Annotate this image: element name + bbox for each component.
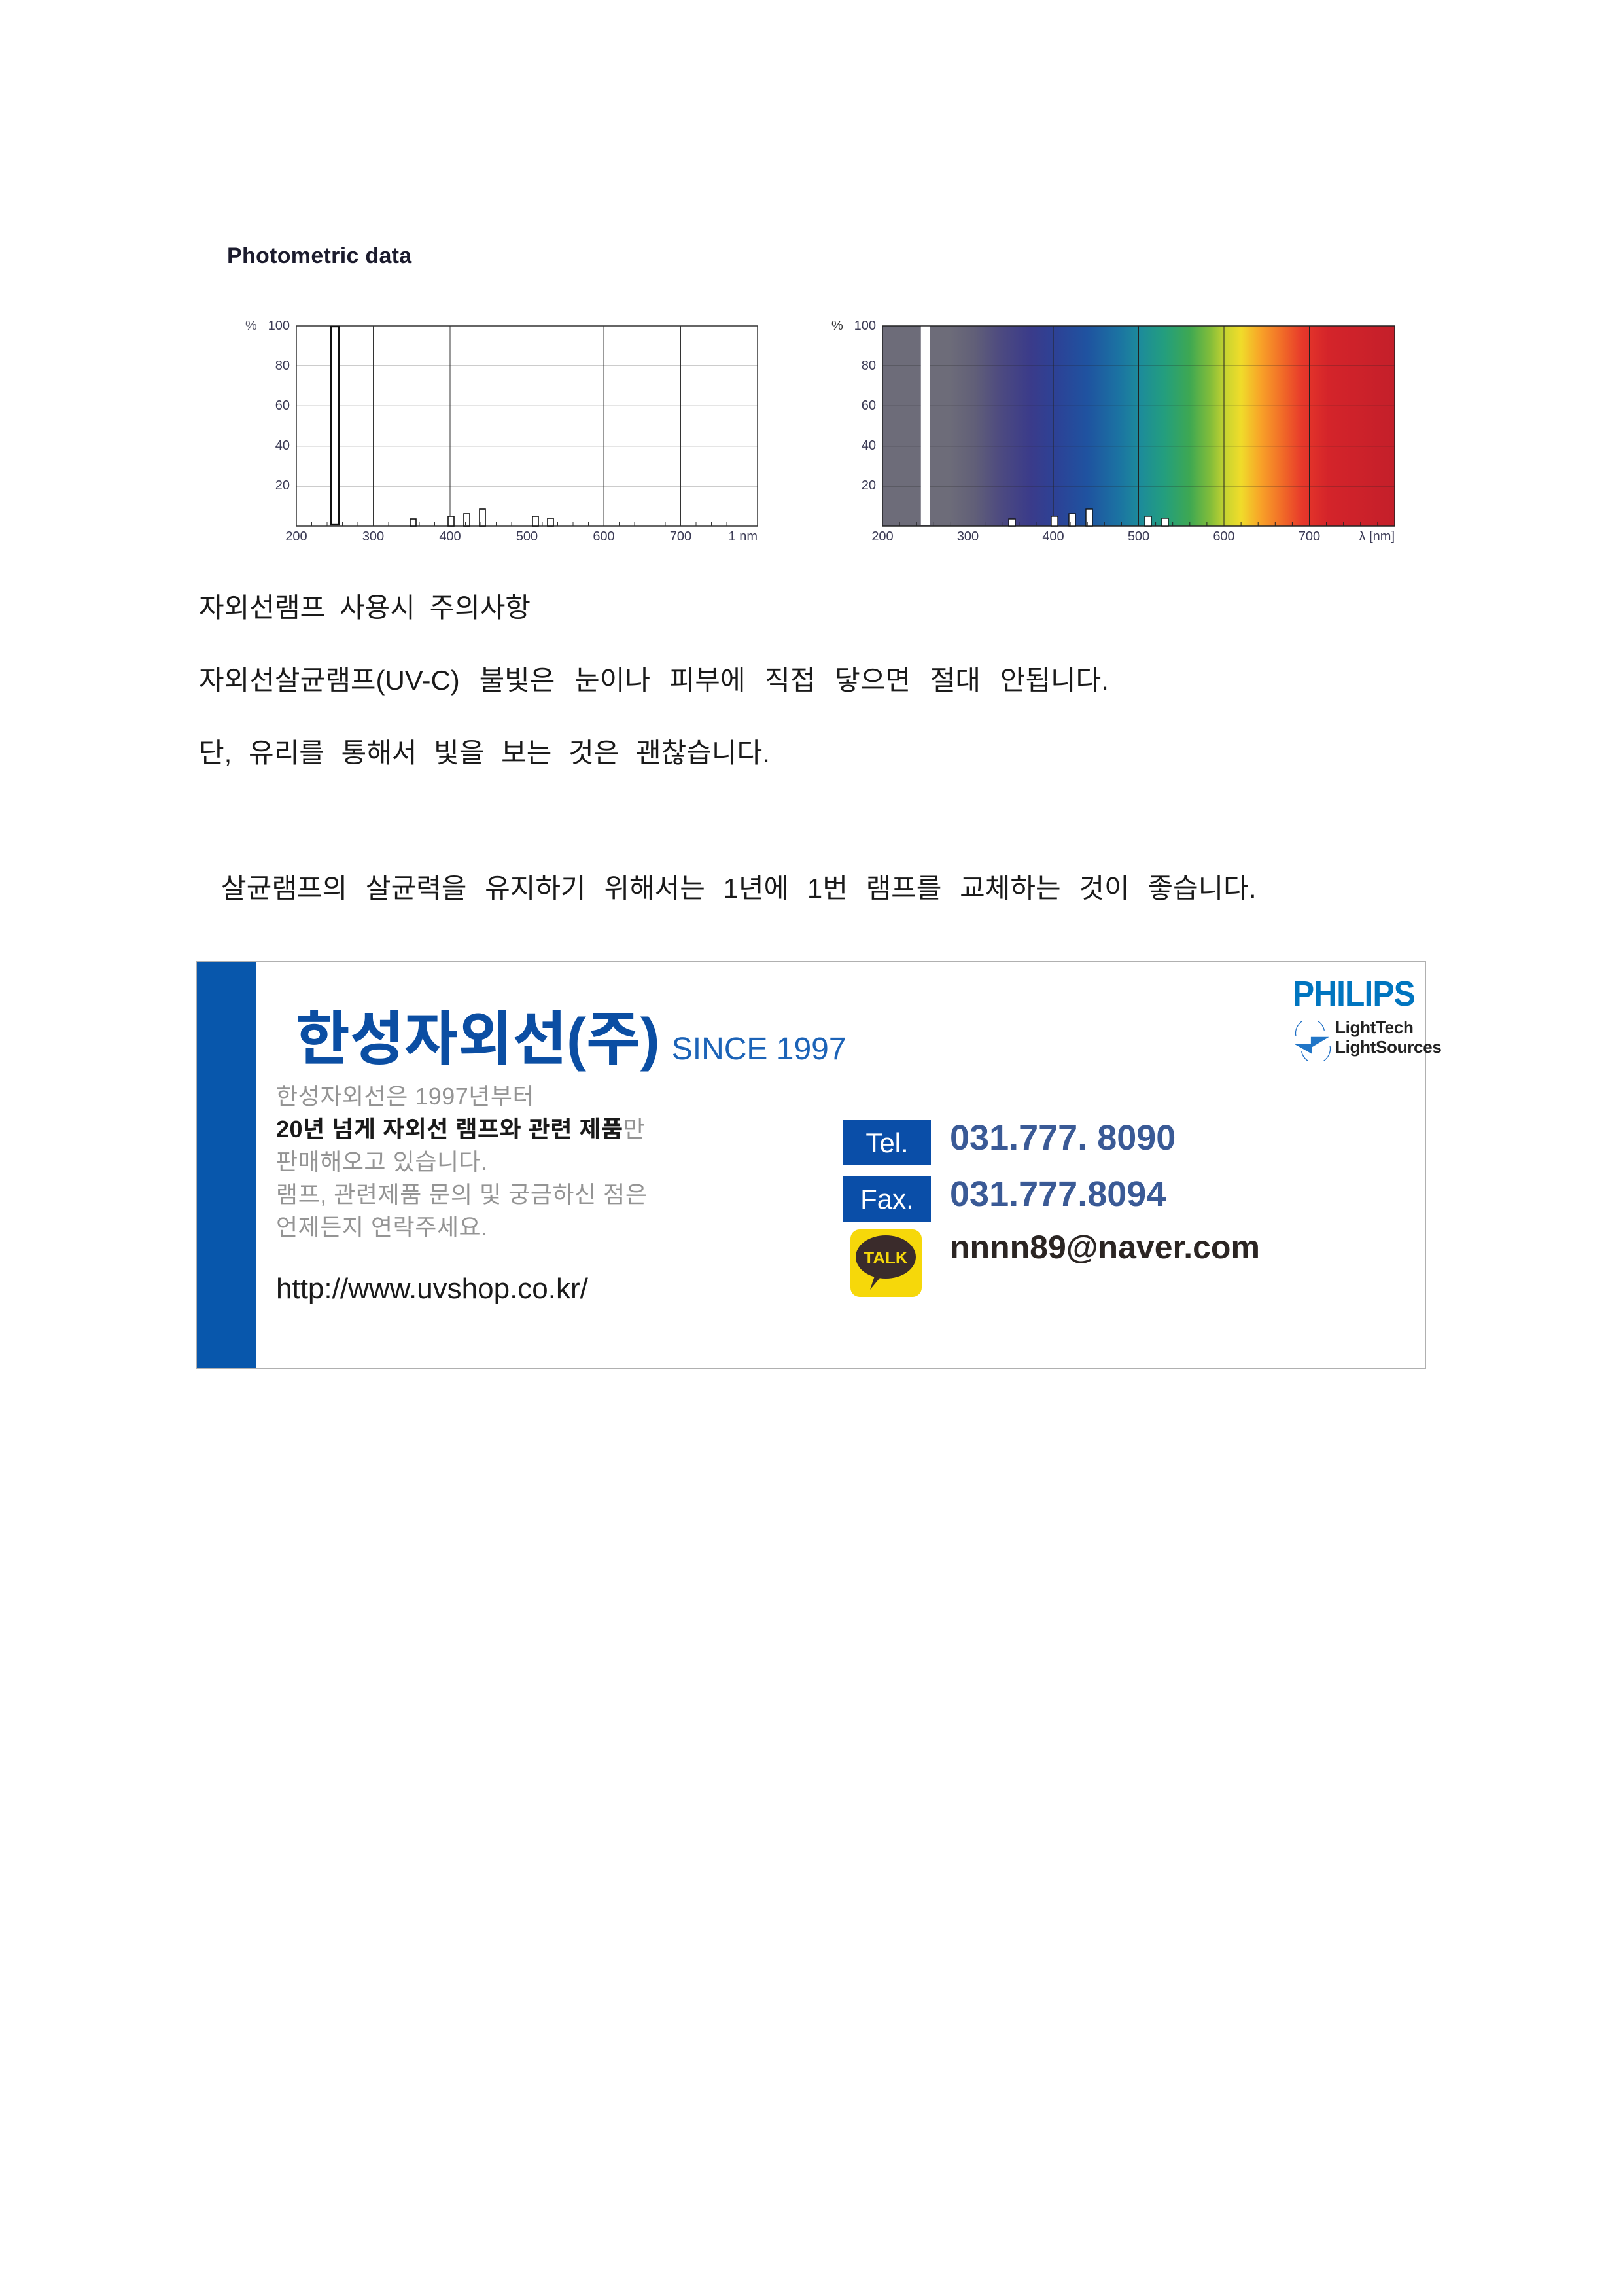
svg-text:400: 400: [439, 529, 461, 544]
svg-text:80: 80: [862, 359, 876, 373]
svg-text:500: 500: [516, 529, 538, 544]
svg-text:λ [nm]: λ [nm]: [1359, 529, 1395, 544]
svg-text:60: 60: [275, 398, 290, 413]
svg-text:700: 700: [1299, 529, 1320, 544]
svg-text:%: %: [831, 319, 843, 333]
svg-text:200: 200: [285, 529, 307, 544]
svg-text:40: 40: [275, 438, 290, 453]
svg-text:80: 80: [275, 359, 290, 373]
svg-text:700: 700: [670, 529, 691, 544]
svg-text:300: 300: [362, 529, 384, 544]
svg-text:20: 20: [862, 478, 876, 493]
svg-text:TALK: TALK: [864, 1248, 908, 1267]
svg-text:20: 20: [275, 478, 290, 493]
svg-text:%: %: [245, 319, 257, 333]
svg-text:600: 600: [1213, 529, 1234, 544]
svg-text:200: 200: [871, 529, 893, 544]
svg-text:600: 600: [593, 529, 614, 544]
svg-text:40: 40: [862, 438, 876, 453]
svg-text:100: 100: [854, 319, 876, 333]
svg-text:1 nm: 1 nm: [729, 529, 758, 544]
svg-text:100: 100: [268, 319, 290, 333]
svg-text:60: 60: [862, 398, 876, 413]
svg-text:300: 300: [957, 529, 979, 544]
svg-text:500: 500: [1128, 529, 1149, 544]
svg-text:400: 400: [1042, 529, 1064, 544]
